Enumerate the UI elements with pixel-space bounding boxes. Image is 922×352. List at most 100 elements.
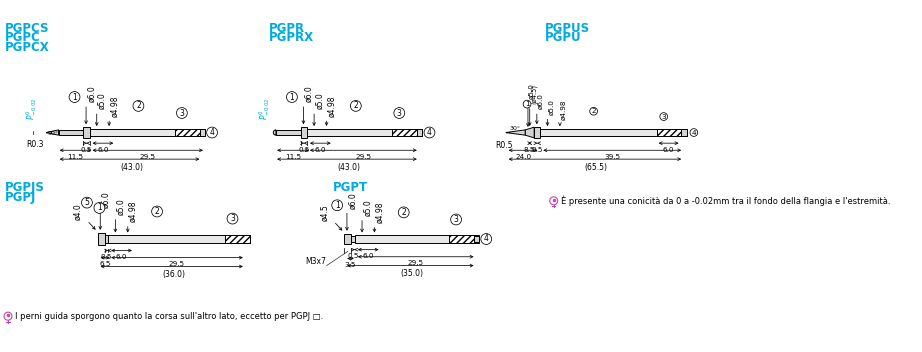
Text: ø6.0: ø6.0 xyxy=(304,86,313,102)
Text: 11.5: 11.5 xyxy=(67,154,84,160)
Text: PGPC: PGPC xyxy=(5,31,41,44)
Text: $P^0_{-0.02}$: $P^0_{-0.02}$ xyxy=(25,98,40,120)
Text: PGPJ: PGPJ xyxy=(5,191,36,204)
Bar xyxy=(656,129,681,136)
Text: ø5.0: ø5.0 xyxy=(363,199,372,216)
Bar xyxy=(98,233,105,245)
Text: ø5.0: ø5.0 xyxy=(529,83,535,99)
Text: 3: 3 xyxy=(230,214,235,223)
Bar xyxy=(225,235,250,243)
Text: 1: 1 xyxy=(72,93,77,101)
Text: 2: 2 xyxy=(401,208,406,217)
Text: 4: 4 xyxy=(484,234,489,244)
Text: 0.5: 0.5 xyxy=(348,253,359,259)
Text: R0.5: R0.5 xyxy=(495,142,513,151)
Text: (ø4.5): (ø4.5) xyxy=(531,84,538,104)
Text: 5: 5 xyxy=(85,198,89,207)
Text: 1: 1 xyxy=(290,93,294,101)
Text: 8.5: 8.5 xyxy=(524,147,536,153)
Bar xyxy=(351,236,355,242)
Bar xyxy=(89,129,205,136)
Text: PGPU: PGPU xyxy=(545,31,582,44)
Bar xyxy=(105,235,108,243)
Text: 2: 2 xyxy=(136,101,141,111)
Text: ø6.0: ø6.0 xyxy=(101,191,111,208)
Text: ø4.98: ø4.98 xyxy=(561,100,567,120)
Text: 3: 3 xyxy=(180,108,184,118)
Text: 4: 4 xyxy=(209,128,215,137)
Text: 6.0: 6.0 xyxy=(97,147,109,153)
Text: 29.5: 29.5 xyxy=(139,154,156,160)
Bar xyxy=(200,130,205,136)
Text: PGPUS: PGPUS xyxy=(545,21,590,34)
Text: 6.0: 6.0 xyxy=(314,147,326,153)
Text: 24.0: 24.0 xyxy=(515,154,531,160)
Text: 3.5: 3.5 xyxy=(345,262,356,268)
Text: ø5.0: ø5.0 xyxy=(98,93,107,109)
Text: 0.5: 0.5 xyxy=(531,147,543,153)
Bar xyxy=(307,129,422,136)
Text: 4: 4 xyxy=(427,128,431,137)
Text: 30°: 30° xyxy=(509,126,520,131)
Text: 6.0: 6.0 xyxy=(362,253,374,259)
Text: ø6.0: ø6.0 xyxy=(538,94,544,109)
Bar xyxy=(540,129,687,136)
Bar xyxy=(301,127,307,138)
Bar xyxy=(681,130,687,136)
Text: 1: 1 xyxy=(335,201,339,210)
Text: 0.5: 0.5 xyxy=(81,147,92,153)
Text: 3: 3 xyxy=(661,114,666,120)
Text: ø4.0: ø4.0 xyxy=(74,203,83,220)
Bar xyxy=(417,130,422,136)
Text: PGPR: PGPR xyxy=(269,21,305,34)
Text: 39.5: 39.5 xyxy=(604,154,621,160)
Text: (35.0): (35.0) xyxy=(400,269,423,278)
Text: I perni guida sporgono quanto la corsa sull'altro lato, eccetto per PGPJ □.: I perni guida sporgono quanto la corsa s… xyxy=(15,312,324,321)
Text: $P^0_{-0.02}$: $P^0_{-0.02}$ xyxy=(257,98,272,120)
Text: PGPCS: PGPCS xyxy=(5,21,49,34)
Text: ø5.0: ø5.0 xyxy=(315,93,325,109)
Bar xyxy=(83,127,89,138)
Text: 2: 2 xyxy=(353,101,358,111)
Text: ø4.5: ø4.5 xyxy=(320,205,329,221)
Text: 2: 2 xyxy=(155,207,160,216)
Text: ø6.0: ø6.0 xyxy=(348,192,357,209)
Text: ø6.0: ø6.0 xyxy=(88,86,96,102)
Text: 6.5: 6.5 xyxy=(100,261,111,267)
Bar xyxy=(449,235,474,243)
Text: 6.0: 6.0 xyxy=(116,254,127,260)
Text: ø4.98: ø4.98 xyxy=(327,95,337,117)
Text: 90°: 90° xyxy=(48,131,59,136)
Bar xyxy=(276,130,301,135)
Bar xyxy=(474,236,479,242)
Text: 29.5: 29.5 xyxy=(408,260,424,266)
Text: 3: 3 xyxy=(396,108,402,118)
Text: ø4.98: ø4.98 xyxy=(129,201,137,222)
Text: ø4.98: ø4.98 xyxy=(375,202,384,223)
Bar xyxy=(355,235,479,243)
Text: PGPJS: PGPJS xyxy=(5,181,44,194)
Bar xyxy=(108,235,250,243)
Text: 0.5: 0.5 xyxy=(100,254,112,260)
Text: ø5.0: ø5.0 xyxy=(549,99,554,115)
Text: 3: 3 xyxy=(454,215,458,224)
Text: (36.0): (36.0) xyxy=(162,270,185,279)
Text: 1: 1 xyxy=(97,203,101,213)
Polygon shape xyxy=(526,127,534,138)
Text: (65.5): (65.5) xyxy=(585,163,608,172)
Text: ø5.0: ø5.0 xyxy=(116,198,125,215)
Polygon shape xyxy=(46,130,59,135)
Text: PGPCX: PGPCX xyxy=(5,41,49,54)
Text: R0.3: R0.3 xyxy=(27,140,44,149)
Text: 0.5: 0.5 xyxy=(298,147,310,153)
Text: 11.5: 11.5 xyxy=(285,154,301,160)
Text: M3x7: M3x7 xyxy=(306,257,326,266)
Text: 29.5: 29.5 xyxy=(355,154,372,160)
Text: 2: 2 xyxy=(591,108,596,114)
Bar xyxy=(534,127,540,138)
Wedge shape xyxy=(273,130,276,135)
Bar xyxy=(59,130,83,135)
Polygon shape xyxy=(506,130,526,135)
Text: 6.0: 6.0 xyxy=(663,147,674,153)
Text: (43.0): (43.0) xyxy=(120,163,143,172)
